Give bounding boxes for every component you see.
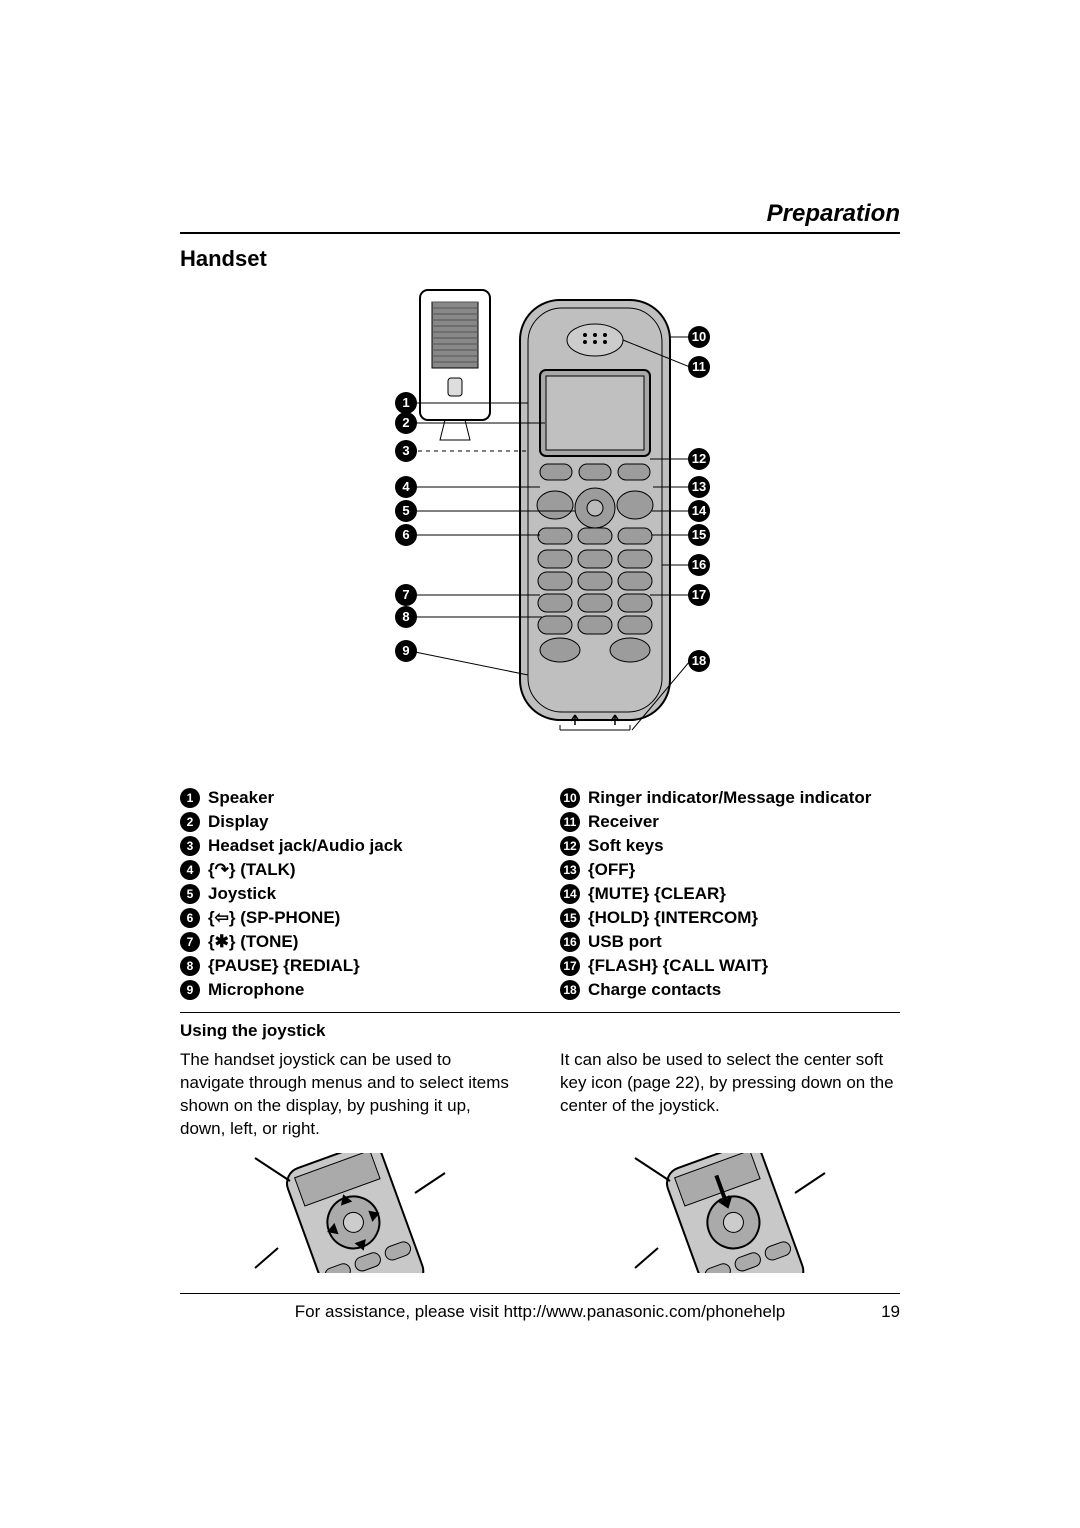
legend-text: Speaker xyxy=(208,788,274,808)
legend-item: 10 Ringer indicator/Message indicator xyxy=(560,788,900,808)
legend-item: 1 Speaker xyxy=(180,788,520,808)
legend-item: 8 {PAUSE} {REDIAL} xyxy=(180,956,520,976)
legend-item: 16 USB port xyxy=(560,932,900,952)
legend-text: Charge contacts xyxy=(588,980,721,1000)
footer: For assistance, please visit http://www.… xyxy=(180,1302,900,1322)
legend-num: 11 xyxy=(560,812,580,832)
legend-item: 4 {↷} (TALK) xyxy=(180,860,520,880)
joystick-dir-illustration xyxy=(180,1153,520,1273)
legend-text: Joystick xyxy=(208,884,276,904)
legend-item: 2 Display xyxy=(180,812,520,832)
legend-num: 6 xyxy=(180,908,200,928)
legend-item: 7 {✱} (TONE) xyxy=(180,932,520,952)
handset-diagram: 1 2 3 4 5 6 7 8 9 10 11 12 13 14 15 16 1… xyxy=(180,280,900,780)
legend-text: {HOLD} {INTERCOM} xyxy=(588,908,758,928)
legend-num: 9 xyxy=(180,980,200,1000)
legend-num: 13 xyxy=(560,860,580,880)
callout-15: 15 xyxy=(688,524,710,546)
callout-18: 18 xyxy=(688,650,710,672)
legend-num: 5 xyxy=(180,884,200,904)
callout-13: 13 xyxy=(688,476,710,498)
legend-item: 17 {FLASH} {CALL WAIT} xyxy=(560,956,900,976)
legend-text: {PAUSE} {REDIAL} xyxy=(208,956,360,976)
legend-text: Headset jack/Audio jack xyxy=(208,836,403,856)
joystick-body: The handset joystick can be used to navi… xyxy=(180,1049,900,1141)
callout-16: 16 xyxy=(688,554,710,576)
joystick-para-right: It can also be used to select the center… xyxy=(560,1049,900,1141)
legend-num: 7 xyxy=(180,932,200,952)
legend-num: 1 xyxy=(180,788,200,808)
callout-12: 12 xyxy=(688,448,710,470)
legend-num: 14 xyxy=(560,884,580,904)
legend-item: 15 {HOLD} {INTERCOM} xyxy=(560,908,900,928)
joystick-illustrations xyxy=(180,1153,900,1273)
callout-2: 2 xyxy=(395,412,417,434)
joystick-para-left: The handset joystick can be used to navi… xyxy=(180,1049,520,1141)
callout-3: 3 xyxy=(395,440,417,462)
callout-5: 5 xyxy=(395,500,417,522)
legend-text: {MUTE} {CLEAR} xyxy=(588,884,726,904)
callout-6: 6 xyxy=(395,524,417,546)
callout-10: 10 xyxy=(688,326,710,348)
legend-num: 3 xyxy=(180,836,200,856)
legend-num: 17 xyxy=(560,956,580,976)
legend-item: 11 Receiver xyxy=(560,812,900,832)
legend-text: {OFF} xyxy=(588,860,635,880)
legend-right-col: 10 Ringer indicator/Message indicator 11 R… xyxy=(560,788,900,1004)
manual-page: Preparation Handset xyxy=(0,0,1080,1528)
joystick-heading: Using the joystick xyxy=(180,1021,900,1041)
legend-text: USB port xyxy=(588,932,662,952)
legend-item: 13 {OFF} xyxy=(560,860,900,880)
legend-text: Receiver xyxy=(588,812,659,832)
callout-7: 7 xyxy=(395,584,417,606)
page-number: 19 xyxy=(881,1302,900,1322)
legend-num: 12 xyxy=(560,836,580,856)
legend-text: Microphone xyxy=(208,980,304,1000)
legend-text: Ringer indicator/Message indicator xyxy=(588,788,871,808)
legend-text: {↷} (TALK) xyxy=(208,860,296,880)
callout-11: 11 xyxy=(688,356,710,378)
legend-item: 12 Soft keys xyxy=(560,836,900,856)
legend-item: 18 Charge contacts xyxy=(560,980,900,1000)
legend-left-col: 1 Speaker 2 Display 3 Headset jack/Audio ja… xyxy=(180,788,520,1004)
legend-item: 5 Joystick xyxy=(180,884,520,904)
legend-text: Display xyxy=(208,812,268,832)
handset-illustration xyxy=(410,280,690,740)
footer-divider xyxy=(180,1293,900,1294)
callout-8: 8 xyxy=(395,606,417,628)
legend-num: 16 xyxy=(560,932,580,952)
legend-text: Soft keys xyxy=(588,836,664,856)
callout-9: 9 xyxy=(395,640,417,662)
legend-text: {⇦} (SP-PHONE) xyxy=(208,908,340,928)
footer-text: For assistance, please visit http://www.… xyxy=(295,1302,785,1321)
legend-num: 15 xyxy=(560,908,580,928)
legend: 1 Speaker 2 Display 3 Headset jack/Audio ja… xyxy=(180,788,900,1004)
callout-17: 17 xyxy=(688,584,710,606)
divider xyxy=(180,1012,900,1013)
section-title: Preparation xyxy=(180,200,900,234)
legend-num: 10 xyxy=(560,788,580,808)
legend-num: 18 xyxy=(560,980,580,1000)
legend-text: {✱} (TONE) xyxy=(208,932,298,952)
callout-14: 14 xyxy=(688,500,710,522)
legend-item: 9 Microphone xyxy=(180,980,520,1000)
page-subtitle: Handset xyxy=(180,246,900,272)
callout-1: 1 xyxy=(395,392,417,414)
joystick-press-illustration xyxy=(560,1153,900,1273)
callout-4: 4 xyxy=(395,476,417,498)
legend-item: 14 {MUTE} {CLEAR} xyxy=(560,884,900,904)
legend-num: 4 xyxy=(180,860,200,880)
legend-text: {FLASH} {CALL WAIT} xyxy=(588,956,768,976)
legend-item: 3 Headset jack/Audio jack xyxy=(180,836,520,856)
legend-item: 6 {⇦} (SP-PHONE) xyxy=(180,908,520,928)
legend-num: 8 xyxy=(180,956,200,976)
legend-num: 2 xyxy=(180,812,200,832)
